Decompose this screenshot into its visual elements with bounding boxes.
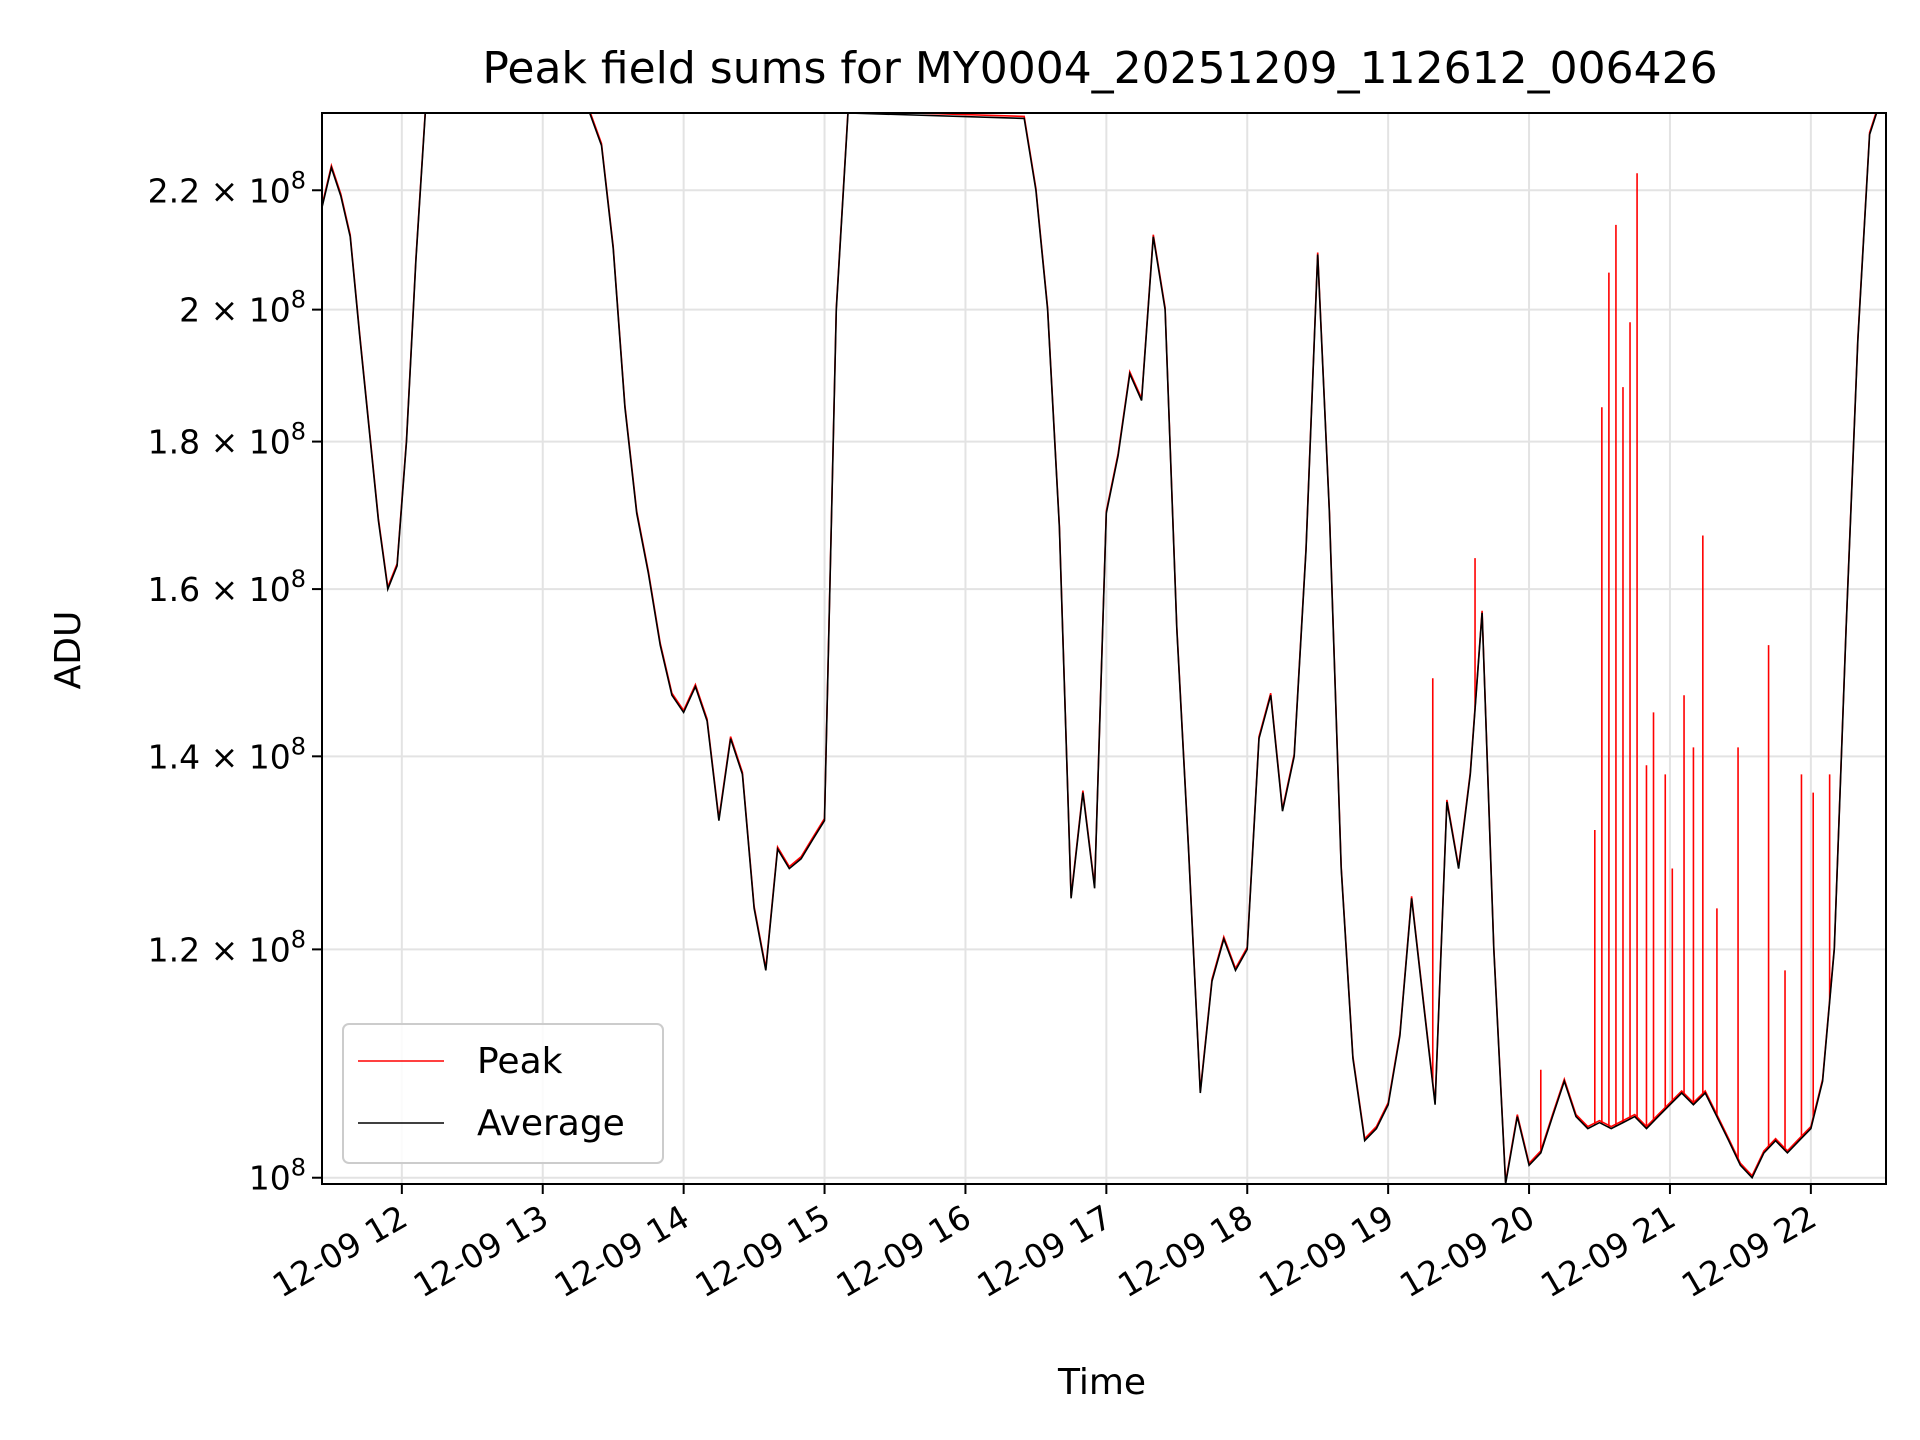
x-axis-label: Time — [1057, 1362, 1146, 1403]
y-axis-ticks: 108 1.2 × 108 1.4 × 108 1.6 × 108 1.8 × 108 2… — [148, 166, 322, 1198]
chart-title: Peak field sums for MY0004_20251209_1126… — [482, 43, 1717, 94]
y-tick-label: 108 — [249, 1154, 306, 1198]
y-tick-label: 1.2 × 108 — [148, 925, 306, 969]
y-tick-label: 2 × 108 — [179, 286, 306, 330]
legend-label-peak: Peak — [477, 1041, 563, 1082]
legend-label-average: Average — [477, 1103, 625, 1144]
y-tick-label: 1.6 × 108 — [148, 565, 306, 609]
y-axis-label: ADU — [48, 611, 89, 690]
y-tick-label: 2.2 × 108 — [148, 166, 306, 210]
average-series-line — [322, 113, 1878, 1184]
legend: Peak Average — [342, 1023, 664, 1164]
plot-area — [322, 113, 1878, 1184]
legend-box — [342, 1023, 664, 1164]
y-tick-label: 1.8 × 108 — [148, 418, 306, 462]
y-tick-label: 1.4 × 108 — [148, 732, 306, 776]
axes-frame — [321, 112, 1887, 1185]
